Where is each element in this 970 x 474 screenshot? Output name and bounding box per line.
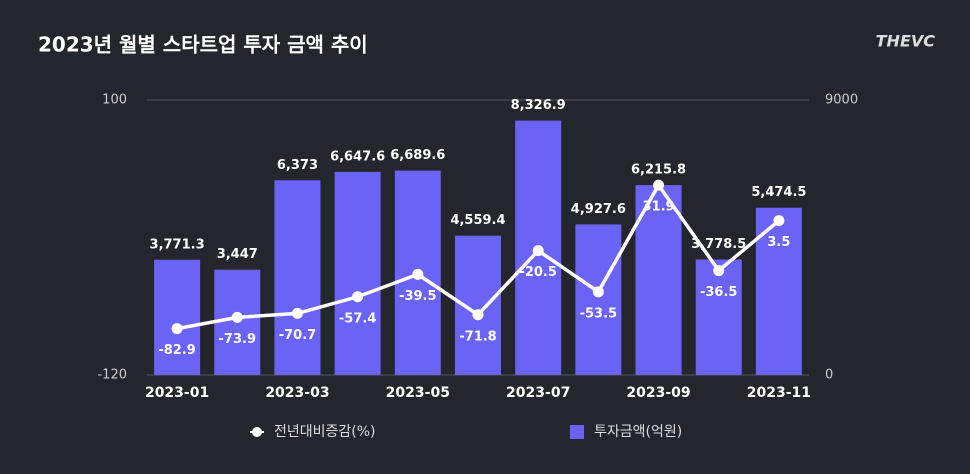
legend-marker (252, 427, 262, 437)
bar (154, 259, 201, 375)
line-point (773, 215, 785, 227)
logo: THEVC (876, 32, 936, 51)
bar-value-label: 4,559.4 (450, 213, 505, 228)
line-point (532, 245, 544, 257)
x-tick-label: 2023-05 (386, 385, 450, 401)
line-value-label: -73.9 (219, 332, 256, 347)
x-tick-label: 2023-07 (506, 385, 570, 401)
line-value-label: -70.7 (279, 328, 316, 343)
line-point (713, 265, 725, 277)
line-point (352, 291, 364, 303)
line-point (412, 268, 424, 280)
line-point (653, 179, 665, 191)
legend-swatch (570, 425, 584, 439)
bar (334, 171, 381, 375)
bar-value-label: 6,215.8 (631, 163, 686, 178)
bar (575, 224, 622, 375)
line-value-label: -53.5 (580, 306, 617, 321)
bar-value-label: 4,927.6 (571, 202, 626, 217)
x-tick-label: 2023-11 (747, 385, 811, 401)
line-value-label: -36.5 (700, 285, 737, 300)
line-point (291, 307, 303, 319)
legend-label: 투자금액(억원) (594, 424, 682, 440)
bar-value-label: 6,689.6 (390, 148, 445, 163)
line-value-label: -57.4 (339, 311, 376, 326)
line-value-label: -71.8 (459, 329, 496, 344)
x-tick-label: 2023-01 (145, 385, 209, 401)
line-point (592, 286, 604, 298)
bar-value-label: 3,447 (217, 247, 258, 262)
line-value-label: -39.5 (399, 289, 436, 304)
y-tick-label: 100 (102, 93, 127, 108)
x-tick-label: 2023-03 (265, 385, 329, 401)
bar-value-label: 8,326.9 (511, 98, 566, 113)
bar (274, 180, 321, 375)
bar-value-label: 5,474.5 (751, 185, 806, 200)
line-point (472, 309, 484, 321)
line-value-label: -20.5 (519, 265, 556, 280)
line-point (171, 323, 183, 335)
y-tick-label: -120 (97, 368, 127, 383)
line-value-label: 3.5 (767, 235, 790, 250)
bar-value-label: 6,647.6 (330, 149, 385, 164)
y2-tick-label: 9000 (825, 93, 858, 108)
x-tick-label: 2023-09 (626, 385, 690, 401)
bar-value-label: 6,373 (277, 158, 318, 173)
bar (695, 259, 742, 375)
line-point (231, 311, 243, 323)
bar-value-label: 3,771.3 (150, 237, 205, 252)
line-value-label: 31.9 (643, 200, 675, 215)
line-value-label: -82.9 (158, 343, 195, 358)
bar (635, 185, 682, 375)
y2-tick-label: 0 (825, 368, 833, 383)
legend-label: 전년대비증감(%) (274, 424, 376, 440)
chart-title: 2023년 월별 스타트업 투자 금액 추이 (38, 33, 368, 57)
